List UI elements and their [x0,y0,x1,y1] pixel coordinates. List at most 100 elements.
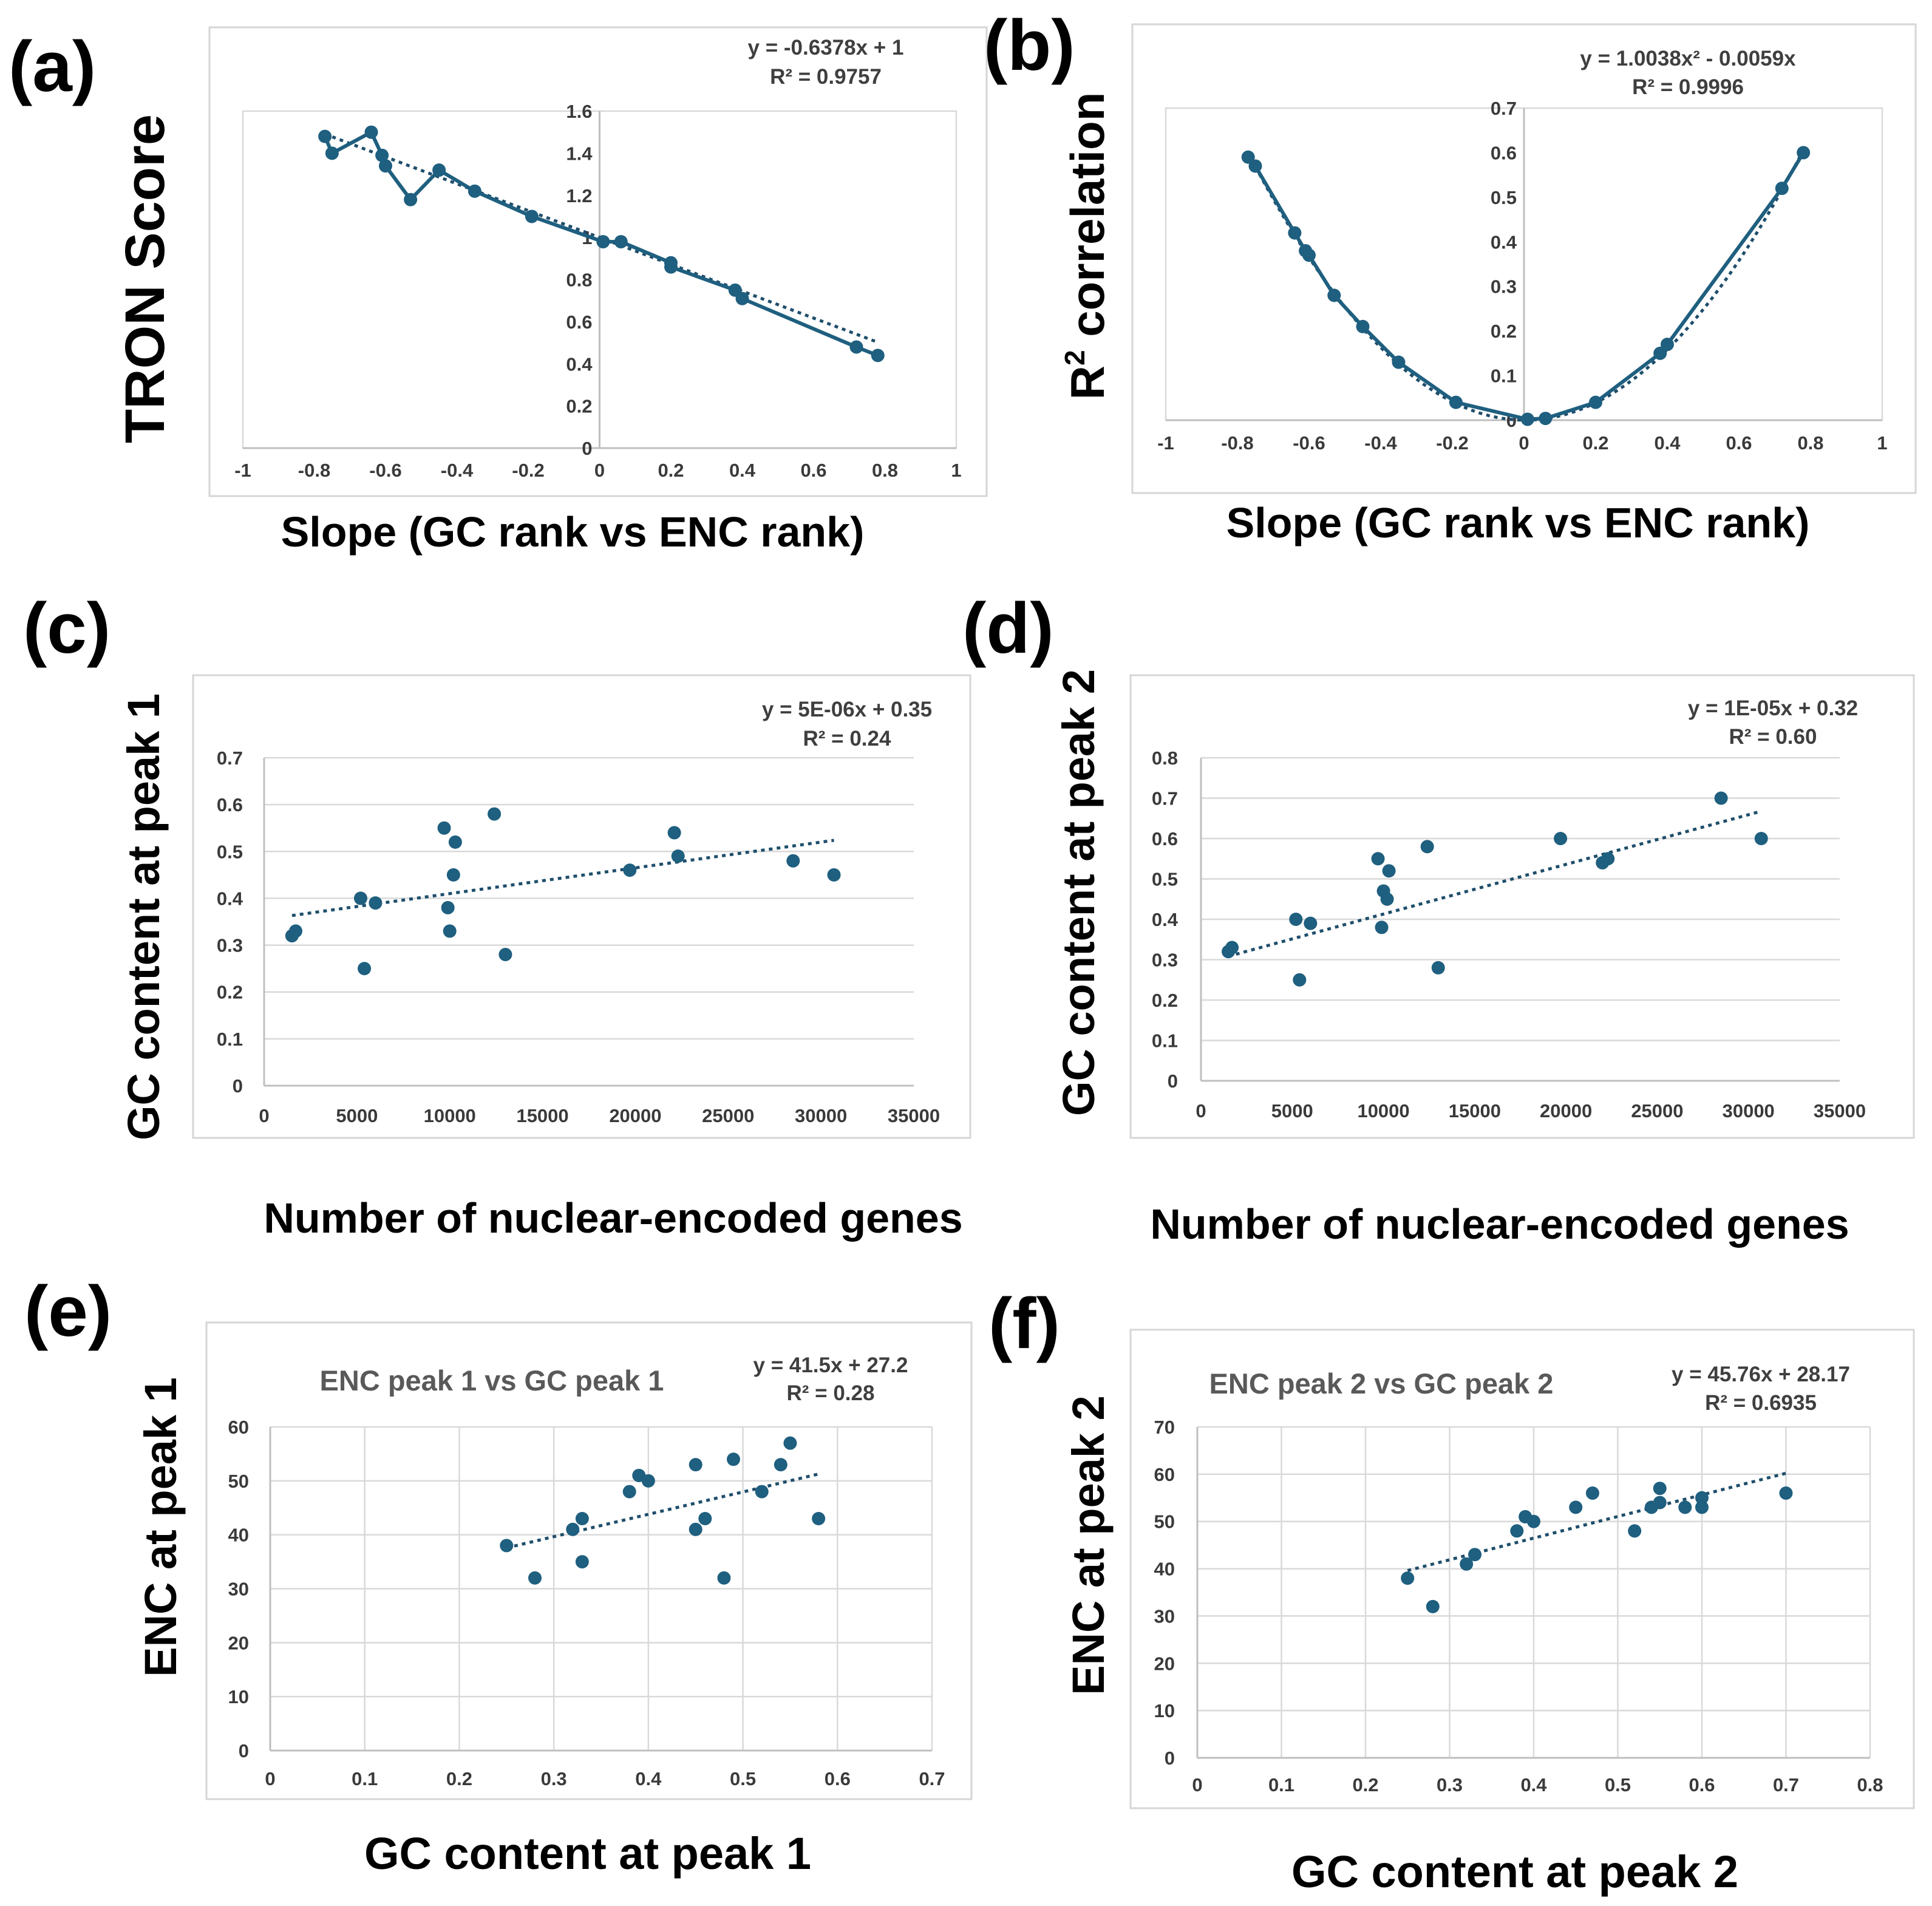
panel-f-equation: y = 45.76x + 28.17 [1672,1363,1850,1386]
panel-b-xtick-label: -1 [1157,432,1174,454]
panel-e-data-point [500,1539,514,1553]
panel-a-xtick-label: -0.4 [441,460,474,481]
panel-e-data-point [755,1485,769,1499]
panel-f-data-point [1426,1599,1440,1613]
panel-e-ylabel: ENC at peak 1 [135,1377,186,1677]
panel-b-data-point [1520,412,1534,426]
panel-a-ytick-label: 1.2 [566,185,592,206]
panel-e-ytick-label: 10 [228,1686,249,1707]
panel-a-data-point [325,146,339,160]
panel-b-xtick-label: -0.2 [1436,432,1468,454]
panel-c-data-point [288,924,302,938]
panel-e-xtick-label: 0 [265,1768,275,1789]
panel-b-data-point [1661,338,1674,352]
panel-e-data-point [689,1522,702,1536]
panel-c-ytick-label: 0.3 [217,935,243,956]
panel-c-data-point [448,835,462,849]
panel-d-data-point [1289,913,1303,926]
panel-d-data-point [1293,973,1307,987]
panel-a-xtick-label: 0 [594,460,605,481]
panel-b-r2: R² = 0.9996 [1632,75,1744,99]
panel-f-xtick-label: 0.6 [1689,1774,1715,1795]
panel-a-ytick-label: 0.6 [566,311,592,333]
panel-c-ytick-label: 0 [233,1075,243,1097]
panel-d-xtick-label: 20000 [1540,1100,1592,1121]
panel-e-r2: R² = 0.28 [787,1381,875,1405]
panel-c-data-point [441,900,455,914]
panel-a-data-point [375,148,389,162]
panel-b-xtick-label: 0.8 [1797,432,1823,454]
panel-f-ytick-label: 70 [1154,1417,1175,1438]
panel-b-xtick-label: -0.6 [1293,432,1325,454]
panel-d-data-point [1225,941,1239,955]
panel-d-data-point [1371,852,1385,866]
panel-f-data-point [1468,1548,1482,1562]
panel-f-ytick-label: 0 [1165,1748,1175,1769]
panel-a-data-point [318,129,332,143]
panel-c-xtick-label: 20000 [609,1105,661,1126]
panel-a-xtick-label: 0.8 [872,460,898,481]
panel-d-xtick-label: 35000 [1814,1100,1866,1121]
panel-b-ylabel: R2 correlation [1059,92,1114,400]
panel-c-letter: (c) [23,588,111,669]
panel-b-ytick-label: 0.6 [1491,142,1517,163]
panel-d-ytick-label: 0.7 [1152,788,1178,809]
panel-f-xtick-label: 0.3 [1437,1774,1463,1795]
panel-d-data-point [1754,832,1768,845]
panel-a: (a) TRON Score -1 -0.8 -0.6 -0.4 -0.2 0 0.2 0.4… [9,26,988,556]
panel-f-ytick-label: 50 [1154,1511,1175,1533]
panel-f-data-point [1527,1514,1540,1528]
panel-b-ytick-label: 0.1 [1491,366,1517,387]
panel-f-xtick-label: 0.5 [1605,1774,1631,1795]
panel-d-letter: (d) [962,588,1054,669]
panel-b-xlabel: Slope (GC rank vs ENC rank) [1226,499,1810,546]
panel-b-xtick-label: 0.6 [1726,432,1752,454]
panel-e-data-point [575,1512,589,1526]
panel-e-trendline [506,1472,819,1550]
panel-b-data-point [1775,182,1789,196]
panel-b-ytick-label: 0.3 [1491,276,1517,298]
panel-c-ytick-label: 0.4 [217,888,243,909]
panel-e-data-point [575,1555,589,1569]
panel-e-xtick-label: 0.2 [446,1768,472,1789]
panel-a-xtick-label: 0.6 [800,460,826,481]
panel-f-data-point [1678,1500,1692,1514]
panel-d-xtick-label: 5000 [1271,1100,1313,1121]
panel-a-data-point [525,209,539,223]
panel-f-letter: (f) [988,1284,1060,1364]
panel-f-xlabel: GC content at peak 2 [1291,1846,1738,1897]
panel-b-plot: -1 -0.8 -0.6 -0.4 -0.2 0 0.2 0.4 0.6 0.8 100.10.20… [1157,98,1887,454]
panel-b-data-point [1797,146,1811,160]
panel-e-plot: 0 0.1 0.2 0.3 0.4 0.5 0.6 0.7 0 10 20 30 40 50 60 [228,1417,945,1789]
panel-b-data-point [1589,395,1602,409]
panel-e-data-point [566,1522,580,1536]
panel-e-ytick-label: 30 [228,1579,249,1600]
panel-a-ytick-label: 1.6 [566,101,592,122]
panel-e-ytick-label: 60 [228,1417,249,1438]
panel-b-ylabel-main: R [1061,366,1114,400]
panel-b-ylabel-rest: correlation [1061,92,1114,350]
panel-a-xtick-label: 1 [951,460,961,481]
panel-a-r2: R² = 0.9757 [770,65,882,89]
panel-a-data-point [871,349,885,362]
panel-c: (c) GC content at peak 1 0 5000 10000 15000… [23,588,971,1242]
panel-b-data-point [1392,355,1406,369]
panel-c-data-point [623,863,637,877]
panel-e-title: ENC peak 1 vs GC peak 1 [320,1364,664,1397]
panel-b-data-point [1356,319,1370,333]
panel-d-ytick-label: 0.6 [1152,828,1178,849]
panel-f-data-point [1695,1491,1709,1505]
panel-d-ylabel: GC content at peak 2 [1053,669,1104,1116]
panel-f-data-point [1628,1524,1642,1538]
panel-e-data-point [528,1571,542,1585]
panel-a-data-point [664,260,678,274]
panel-d-data-point [1714,791,1728,805]
panel-c-data-point [446,868,460,882]
panel-a-plot: -1 -0.8 -0.6 -0.4 -0.2 0 0.2 0.4 0.6 0.8 1 0 0.2 0.4 0… [234,101,961,481]
panel-e-data-point [774,1458,787,1472]
panel-f-ytick-label: 60 [1154,1464,1175,1485]
panel-c-r2: R² = 0.24 [803,727,891,750]
panel-c-data-point [353,891,367,905]
panel-d-data-point [1382,864,1396,878]
panel-a-xtick-label: -0.2 [512,460,544,481]
